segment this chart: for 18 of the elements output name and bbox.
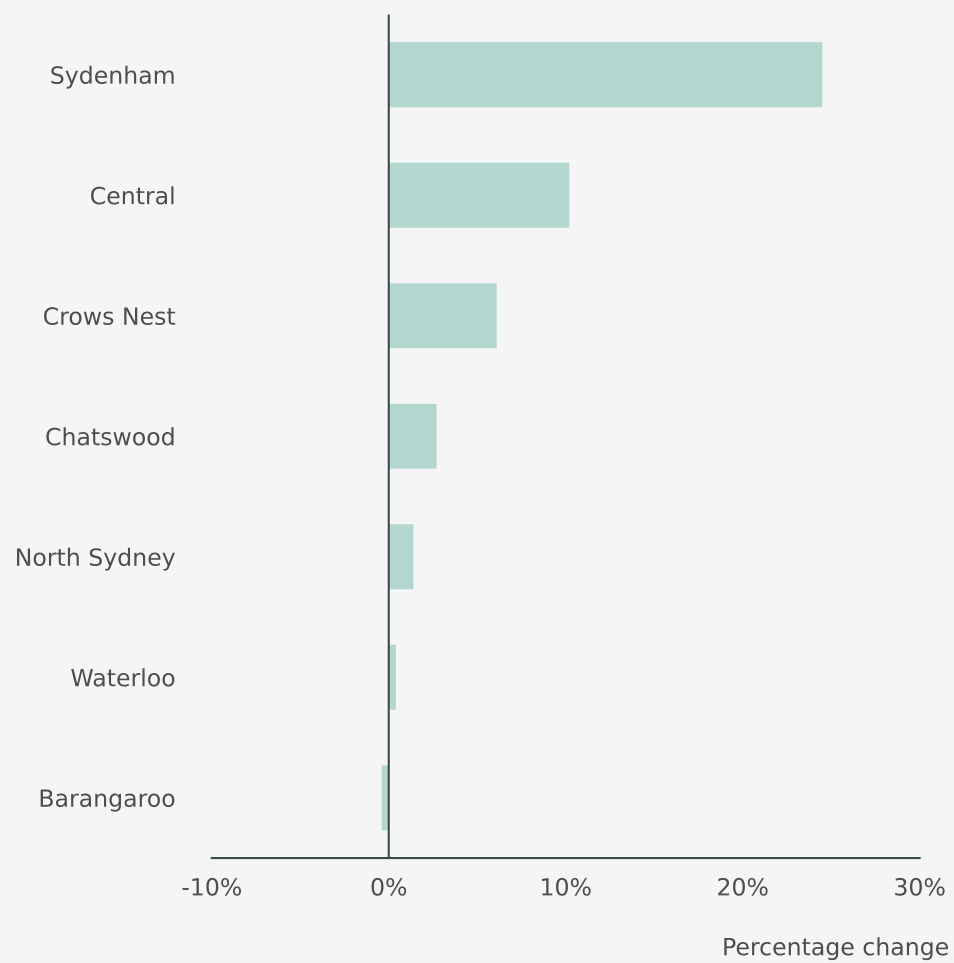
y-tick-label: Barangaroo (40, 790, 174, 812)
x-tick-label: 20% (718, 878, 768, 896)
x-tick-label: 30% (895, 878, 945, 896)
x-tick-label: 0% (372, 878, 406, 896)
x-tick-label: 10% (542, 878, 591, 896)
bar (388, 42, 822, 108)
y-tick-label: Waterloo (71, 668, 174, 687)
bar (388, 524, 414, 590)
y-tick-label: Central (91, 186, 174, 205)
x-axis-title: Percentage change (724, 937, 948, 960)
bar (388, 404, 437, 469)
y-tick-label: North Sydney (17, 548, 175, 571)
y-tick-label: Crows Nest (44, 307, 176, 326)
bar (388, 162, 570, 228)
y-tick-label: Chatswood (46, 427, 174, 446)
y-tick-label: Sydenham (51, 66, 174, 89)
x-tick-label: -10% (182, 878, 241, 896)
bar (388, 283, 497, 348)
